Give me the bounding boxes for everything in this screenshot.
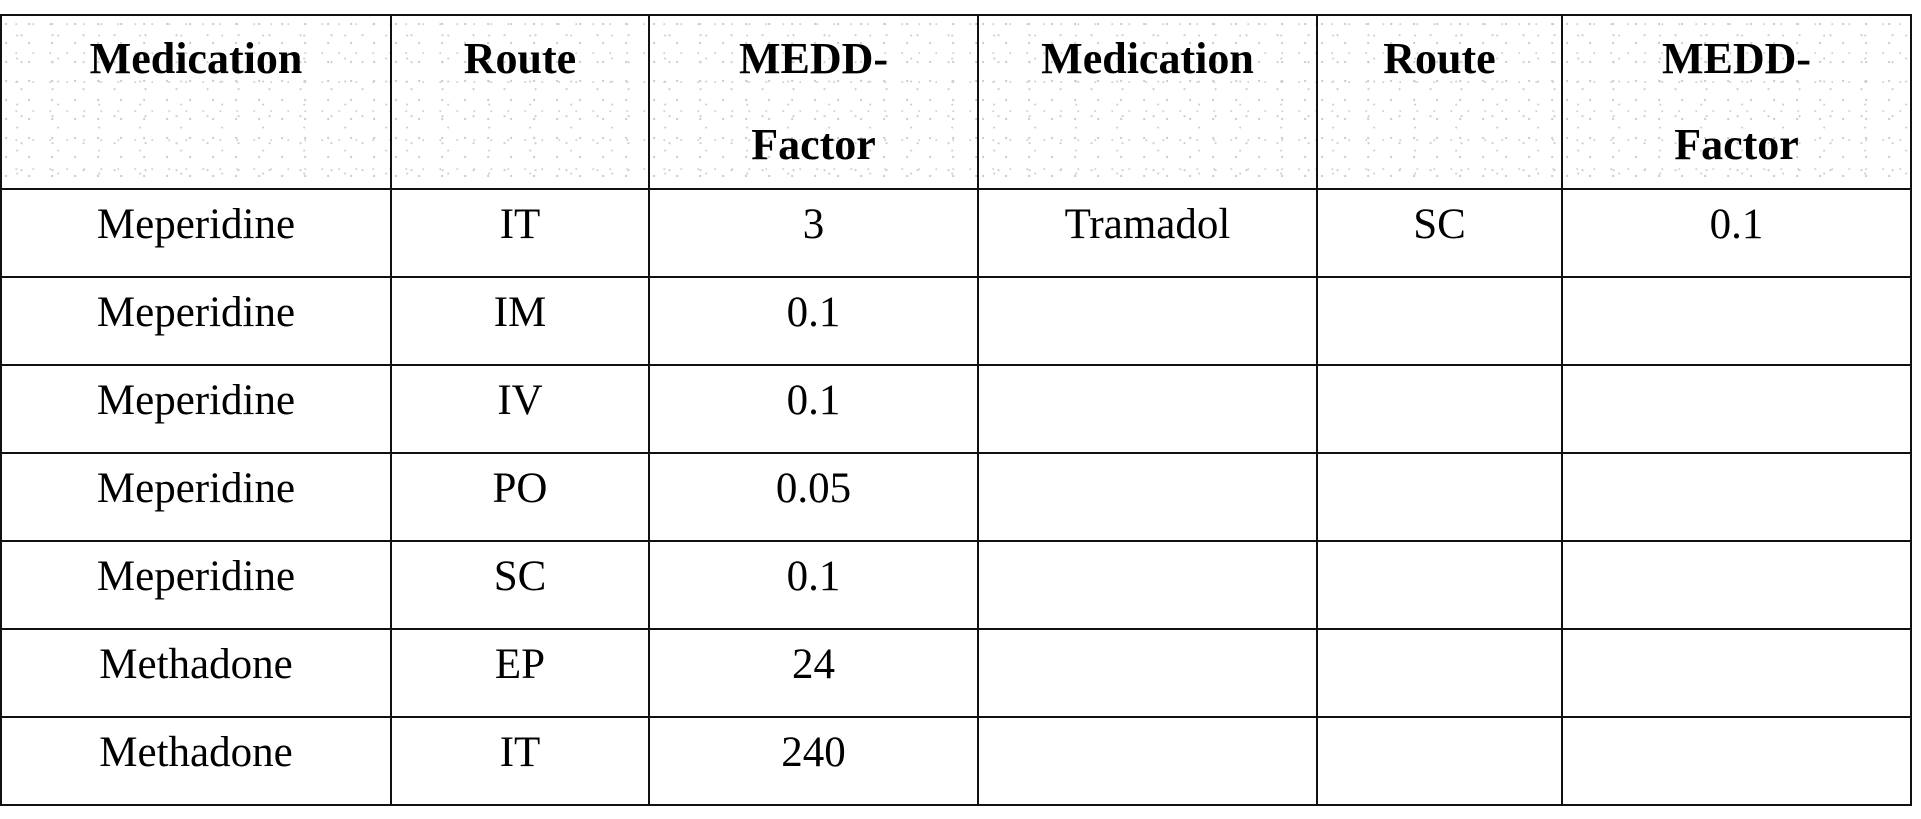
header-medd-factor-left: MEDD- Factor (649, 15, 978, 189)
table-row: Methadone EP 24 (1, 629, 1911, 717)
table-cell: IT (391, 717, 649, 805)
header-medication-left: Medication (1, 15, 391, 189)
table-cell: 24 (649, 629, 978, 717)
table-cell (1317, 629, 1562, 717)
header-route-right: Route (1317, 15, 1562, 189)
header-line: Factor (751, 120, 876, 169)
table-cell: IM (391, 277, 649, 365)
table-cell (1562, 365, 1911, 453)
header-medication-right: Medication (978, 15, 1317, 189)
table-cell: 0.1 (649, 541, 978, 629)
table-row: Methadone IT 240 (1, 717, 1911, 805)
table-row: Meperidine IV 0.1 (1, 365, 1911, 453)
header-line: Medication (90, 34, 303, 83)
table-cell: SC (391, 541, 649, 629)
table-cell: SC (1317, 189, 1562, 277)
table-cell: 0.1 (649, 365, 978, 453)
table-cell (1562, 717, 1911, 805)
table-cell (1562, 629, 1911, 717)
table-cell: Meperidine (1, 189, 391, 277)
table-cell (1317, 717, 1562, 805)
table-cell (1317, 277, 1562, 365)
table-cell: Meperidine (1, 277, 391, 365)
header-line: Route (464, 34, 576, 83)
table-cell (1317, 541, 1562, 629)
table-cell (1562, 541, 1911, 629)
table-cell: Meperidine (1, 541, 391, 629)
table-cell (1317, 453, 1562, 541)
table-cell: Methadone (1, 717, 391, 805)
header-line: MEDD- (1662, 34, 1811, 83)
table-cell: Meperidine (1, 365, 391, 453)
header-line: MEDD- (739, 34, 888, 83)
table-cell: 0.05 (649, 453, 978, 541)
table-row: Meperidine IT 3 Tramadol SC 0.1 (1, 189, 1911, 277)
header-medd-factor-right: MEDD- Factor (1562, 15, 1911, 189)
table-cell (1562, 453, 1911, 541)
table-cell: 3 (649, 189, 978, 277)
table-row: Meperidine SC 0.1 (1, 541, 1911, 629)
table-cell: 0.1 (1562, 189, 1911, 277)
table-cell (978, 453, 1317, 541)
table-row: Meperidine PO 0.05 (1, 453, 1911, 541)
table-cell (978, 365, 1317, 453)
table-cell (1317, 365, 1562, 453)
table-cell: 0.1 (649, 277, 978, 365)
table-cell: 240 (649, 717, 978, 805)
table-cell (978, 541, 1317, 629)
table-cell: Meperidine (1, 453, 391, 541)
table-cell: Tramadol (978, 189, 1317, 277)
header-line: Medication (1041, 34, 1254, 83)
table-cell: PO (391, 453, 649, 541)
table-cell: IV (391, 365, 649, 453)
table-cell: Methadone (1, 629, 391, 717)
table-cell: EP (391, 629, 649, 717)
table-cell (978, 717, 1317, 805)
medd-factor-table: Medication Route MEDD-Factor Medication … (0, 14, 1912, 806)
table-cell (1562, 277, 1911, 365)
table-cell (978, 629, 1317, 717)
header-row: Medication Route MEDD-Factor Medication … (1, 15, 1911, 189)
table-cell (978, 277, 1317, 365)
table-cell: IT (391, 189, 649, 277)
table-row: Meperidine IM 0.1 (1, 277, 1911, 365)
header-line: Route (1383, 34, 1495, 83)
header-line: Factor (1674, 120, 1799, 169)
header-route-left: Route (391, 15, 649, 189)
